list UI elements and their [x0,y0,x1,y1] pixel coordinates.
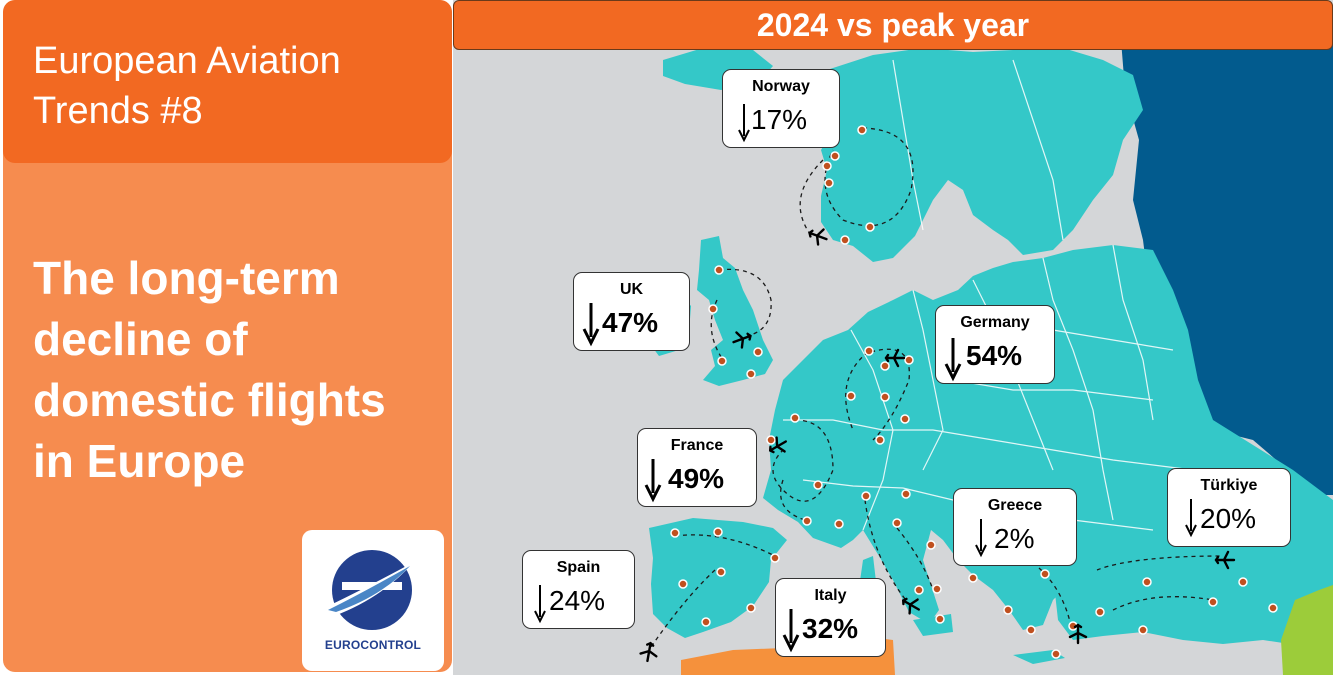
callout-change: 20% [1200,503,1257,534]
left-panel: European Aviation Trends #8 The long-ter… [3,0,452,672]
down-arrow-icon [644,459,662,503]
down-arrow-icon [534,585,546,624]
map-title: 2024 vs peak year [453,0,1333,50]
callout-change: 2% [994,523,1035,554]
callout-country: Norway [752,78,810,95]
down-arrow-icon [738,104,750,143]
eurocontrol-logo: EUROCONTROL [302,530,444,671]
callout-norway: Norway 17% [722,69,840,148]
series-title: European Aviation Trends #8 [33,40,341,132]
callout-change: 47% [602,307,659,338]
down-arrow-icon [975,519,987,558]
callout-country: Germany [960,314,1030,331]
callout-france: France 49% [637,428,757,507]
callout-turkiye: Türkiye 20% [1167,468,1291,547]
series-header: European Aviation Trends #8 [3,0,452,163]
down-arrow-icon [1185,499,1197,538]
callout-germany: Germany 54% [935,305,1055,384]
callout-country: France [670,437,724,454]
down-arrow-icon [944,338,962,382]
eurocontrol-wordmark: EUROCONTROL [324,638,422,652]
callout-spain: Spain 24% [522,550,635,629]
callout-change: 54% [966,340,1023,371]
callout-country: Türkiye [1200,477,1258,494]
callout-italy: Italy 32% [775,578,886,657]
callout-uk: UK 47% [573,272,690,351]
callout-country: Spain [556,559,601,576]
callout-change: 32% [802,613,859,644]
callout-change: 49% [668,463,725,494]
callout-change: 17% [751,104,808,135]
main-title: The long-term decline of domestic flight… [33,252,386,487]
callout-greece: Greece 2% [953,488,1077,566]
callout-country: Greece [987,497,1043,514]
callout-country: UK [619,281,644,298]
callout-change: 24% [549,585,606,616]
eurocontrol-emblem-icon [324,550,414,630]
down-arrow-icon [782,609,800,653]
down-arrow-icon [582,303,600,347]
callout-country: Italy [814,587,847,604]
